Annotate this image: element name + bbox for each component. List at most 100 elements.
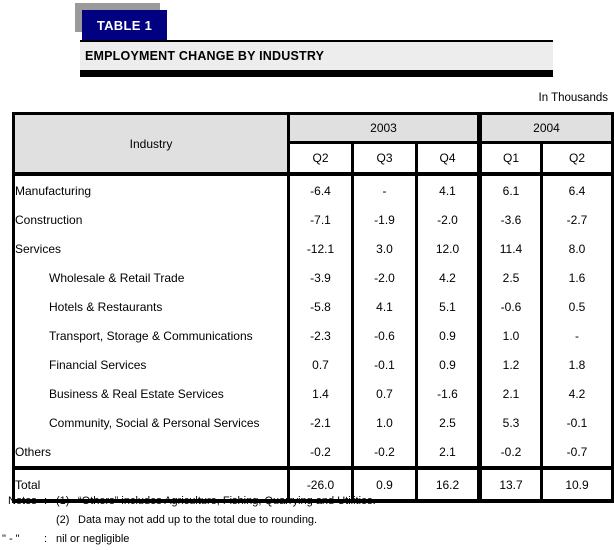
industry-column-header: Industry	[12, 112, 290, 176]
note-2-text: Data may not add up to the total due to …	[78, 514, 318, 526]
cell: 5.3	[477, 408, 543, 437]
quarter-header-2004-q2: Q2	[540, 141, 614, 176]
notes-colon: :	[44, 495, 48, 507]
table-row: Wholesale & Retail Trade -3.9 -2.0 4.2 2…	[12, 263, 614, 292]
cell: -0.2	[351, 437, 418, 468]
cell: -2.0	[415, 205, 481, 234]
cell: -5.8	[287, 292, 354, 321]
cell: 0.7	[287, 350, 354, 379]
row-label: Wholesale & Retail Trade	[12, 263, 290, 292]
cell: 3.0	[351, 234, 418, 263]
cell: -0.1	[540, 408, 614, 437]
cell: 5.1	[415, 292, 481, 321]
cell: 0.9	[415, 321, 481, 350]
cell: 6.4	[540, 174, 614, 205]
cell: -2.1	[287, 408, 354, 437]
cell: 1.6	[540, 263, 614, 292]
table-body: Manufacturing -6.4 - 4.1 6.1 6.4 Constru…	[12, 174, 614, 501]
cell: 4.2	[415, 263, 481, 292]
table-row: Business & Real Estate Services 1.4 0.7 …	[12, 379, 614, 408]
units-label: In Thousands	[538, 92, 608, 104]
notes-heading: Notes	[8, 495, 37, 507]
table-header: Industry 2003 2004 Q2 Q3 Q4 Q1 Q2	[12, 112, 614, 176]
nil-colon: :	[44, 533, 48, 545]
cell: 11.4	[477, 234, 543, 263]
total-label: Total	[12, 466, 290, 501]
row-label: Business & Real Estate Services	[12, 379, 290, 408]
table-row: Services -12.1 3.0 12.0 11.4 8.0	[12, 234, 614, 263]
table-row: Transport, Storage & Communications -2.3…	[12, 321, 614, 350]
cell: 1.0	[477, 321, 543, 350]
note-2-number: (2)	[56, 514, 70, 526]
year-header-2003: 2003	[287, 112, 481, 144]
nil-definition: nil or negligible	[56, 533, 130, 545]
cell: 0.9	[415, 350, 481, 379]
table-number-badge: TABLE 1	[82, 10, 167, 40]
cell: 1.2	[477, 350, 543, 379]
cell: 0.5	[540, 292, 614, 321]
total-cell: 16.2	[415, 466, 481, 501]
cell: 4.1	[415, 174, 481, 205]
report-title-bar: EMPLOYMENT CHANGE BY INDUSTRY	[80, 40, 553, 70]
year-header-2004: 2004	[477, 112, 614, 144]
note-1-text: “Others” includes Agriculture, Fishing, …	[78, 495, 376, 507]
total-cell: 10.9	[540, 466, 614, 501]
note-line-symbol: " - " : nil or negligible	[0, 533, 614, 549]
cell: 4.1	[351, 292, 418, 321]
cell: -2.0	[351, 263, 418, 292]
nil-symbol: " - "	[2, 533, 20, 545]
note-line-2: (2) Data may not add up to the total due…	[0, 514, 614, 530]
table-row: Hotels & Restaurants -5.8 4.1 5.1 -0.6 0…	[12, 292, 614, 321]
table-number-label: TABLE 1	[96, 17, 153, 33]
row-label: Manufacturing	[12, 174, 290, 205]
table-row: Community, Social & Personal Services -2…	[12, 408, 614, 437]
cell: 2.1	[477, 379, 543, 408]
total-cell: -26.0	[287, 466, 354, 501]
cell: 1.4	[287, 379, 354, 408]
row-label: Construction	[12, 205, 290, 234]
cell: 2.1	[415, 437, 481, 468]
cell: 1.0	[351, 408, 418, 437]
table-row: Construction -7.1 -1.9 -2.0 -3.6 -2.7	[12, 205, 614, 234]
cell: -0.2	[477, 437, 543, 468]
cell: 4.2	[540, 379, 614, 408]
total-row: Total -26.0 0.9 16.2 13.7 10.9	[12, 466, 614, 501]
row-label: Financial Services	[12, 350, 290, 379]
employment-change-table: Industry 2003 2004 Q2 Q3 Q4 Q1 Q2 Manufa…	[12, 112, 614, 503]
cell: 8.0	[540, 234, 614, 263]
table-row: Others -0.2 -0.2 2.1 -0.2 -0.7	[12, 437, 614, 468]
cell: -6.4	[287, 174, 354, 205]
cell: -0.2	[287, 437, 354, 468]
table-row: Financial Services 0.7 -0.1 0.9 1.2 1.8	[12, 350, 614, 379]
cell: -3.6	[477, 205, 543, 234]
row-label: Hotels & Restaurants	[12, 292, 290, 321]
cell: -1.9	[351, 205, 418, 234]
cell: -	[540, 321, 614, 350]
note-line-1: Notes : (1) “Others” includes Agricultur…	[0, 495, 614, 511]
total-cell: 13.7	[477, 466, 543, 501]
cell: -0.7	[540, 437, 614, 468]
cell: -1.6	[415, 379, 481, 408]
quarter-header-2003-q4: Q4	[415, 141, 481, 176]
quarter-header-2003-q2: Q2	[287, 141, 354, 176]
cell: -0.6	[351, 321, 418, 350]
cell: -7.1	[287, 205, 354, 234]
report-title: EMPLOYMENT CHANGE BY INDUSTRY	[85, 49, 325, 63]
row-label: Others	[12, 437, 290, 468]
cell: -2.3	[287, 321, 354, 350]
row-label: Transport, Storage & Communications	[12, 321, 290, 350]
cell: 6.1	[477, 174, 543, 205]
quarter-header-2003-q3: Q3	[351, 141, 418, 176]
cell: -0.6	[477, 292, 543, 321]
quarter-header-2004-q1: Q1	[477, 141, 543, 176]
cell: 1.8	[540, 350, 614, 379]
cell: -2.7	[540, 205, 614, 234]
title-rule	[80, 70, 553, 77]
cell: -0.1	[351, 350, 418, 379]
cell: -12.1	[287, 234, 354, 263]
quarter-header-row: Q2 Q3 Q4 Q1 Q2	[14, 141, 614, 176]
year-header-row: Industry 2003 2004	[12, 112, 614, 176]
total-cell: 0.9	[351, 466, 418, 501]
cell: -3.9	[287, 263, 354, 292]
